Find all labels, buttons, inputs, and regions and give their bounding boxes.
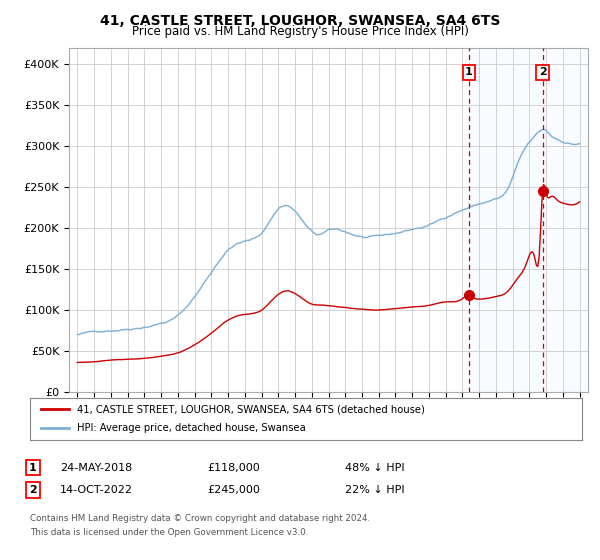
- Text: 41, CASTLE STREET, LOUGHOR, SWANSEA, SA4 6TS: 41, CASTLE STREET, LOUGHOR, SWANSEA, SA4…: [100, 14, 500, 28]
- Text: £118,000: £118,000: [207, 463, 260, 473]
- Bar: [469, 48, 588, 392]
- Text: HPI: Average price, detached house, Swansea: HPI: Average price, detached house, Swan…: [77, 423, 305, 433]
- Text: £245,000: £245,000: [207, 485, 260, 495]
- Text: 1: 1: [29, 463, 37, 473]
- Text: This data is licensed under the Open Government Licence v3.0.: This data is licensed under the Open Gov…: [30, 528, 308, 536]
- Text: 2: 2: [539, 67, 547, 77]
- Text: 14-OCT-2022: 14-OCT-2022: [60, 485, 133, 495]
- Text: 48% ↓ HPI: 48% ↓ HPI: [345, 463, 404, 473]
- Text: 2: 2: [29, 485, 37, 495]
- Text: Contains HM Land Registry data © Crown copyright and database right 2024.: Contains HM Land Registry data © Crown c…: [30, 514, 370, 523]
- Text: 22% ↓ HPI: 22% ↓ HPI: [345, 485, 404, 495]
- Text: 24-MAY-2018: 24-MAY-2018: [60, 463, 132, 473]
- Text: 41, CASTLE STREET, LOUGHOR, SWANSEA, SA4 6TS (detached house): 41, CASTLE STREET, LOUGHOR, SWANSEA, SA4…: [77, 404, 425, 414]
- Text: Price paid vs. HM Land Registry's House Price Index (HPI): Price paid vs. HM Land Registry's House …: [131, 25, 469, 38]
- Text: 1: 1: [465, 67, 473, 77]
